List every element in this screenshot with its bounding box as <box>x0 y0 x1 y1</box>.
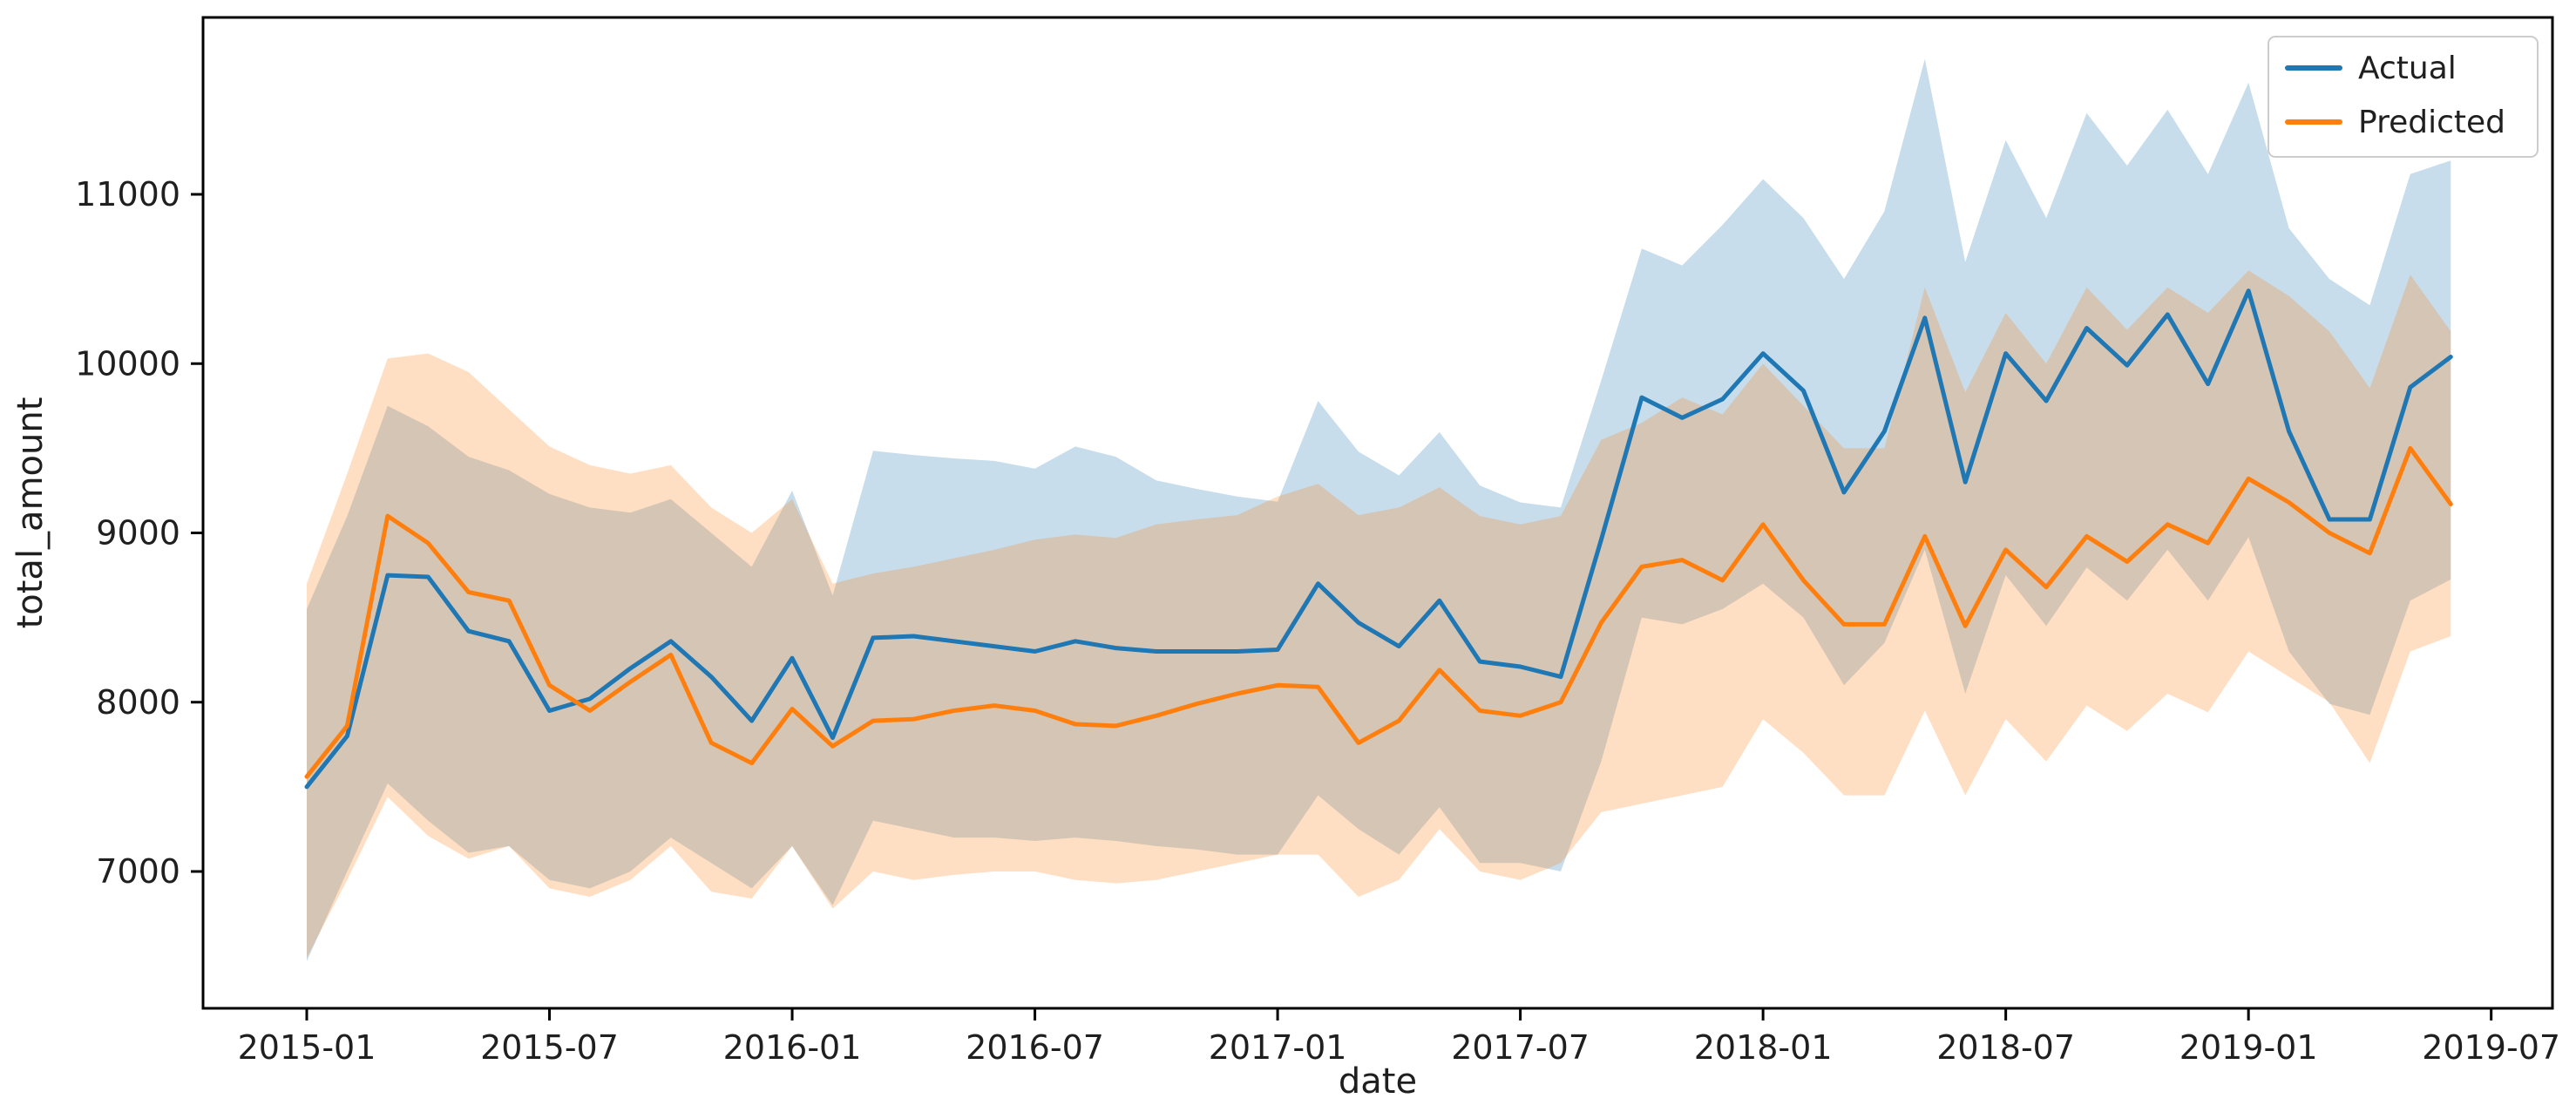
y-tick-label-8000: 8000 <box>96 683 180 722</box>
y-tick-label-11000: 11000 <box>75 175 180 214</box>
predicted-line <box>304 445 2453 779</box>
y-tick-label-7000: 7000 <box>96 852 180 891</box>
predicted-confidence-band <box>307 270 2451 959</box>
x-axis: 2015-01 2015-07 2016-01 2016-07 2017-01 2017-… <box>238 1008 2560 1067</box>
y-tick-label-9000: 9000 <box>96 514 180 553</box>
legend-label: Predicted <box>2358 105 2505 140</box>
x-tick-label-2018-01: 2018-01 <box>1694 1028 1833 1067</box>
x-tick-label-2017-01: 2017-01 <box>1209 1028 1347 1067</box>
x-tick-label-2019-07: 2019-07 <box>2422 1028 2560 1067</box>
y-axis: 7000 8000 9000 10000 11000 <box>75 175 203 891</box>
x-tick-label-2019-01: 2019-01 <box>2179 1028 2318 1067</box>
actual-line <box>304 288 2453 790</box>
x-tick-label-2015-01: 2015-01 <box>238 1028 376 1067</box>
y-axis-title: total_amount <box>10 397 51 629</box>
x-tick-label-2017-07: 2017-07 <box>1451 1028 1590 1067</box>
x-tick-label-2016-01: 2016-01 <box>723 1028 862 1067</box>
actual-confidence-band <box>307 58 2451 962</box>
legend: Actual Predicted <box>2268 36 2539 158</box>
x-tick-label-2015-07: 2015-07 <box>480 1028 619 1067</box>
x-tick-label-2018-07: 2018-07 <box>1936 1028 2075 1067</box>
legend-entry-predicted: Predicted <box>2285 105 2505 140</box>
y-tick-label-10000: 10000 <box>75 344 180 383</box>
plot-border <box>201 16 2554 1010</box>
x-tick-label-2016-07: 2016-07 <box>966 1028 1104 1067</box>
legend-label: Actual <box>2358 51 2457 86</box>
legend-entry-actual: Actual <box>2285 51 2457 86</box>
x-axis-title: date <box>1339 1061 1417 1102</box>
